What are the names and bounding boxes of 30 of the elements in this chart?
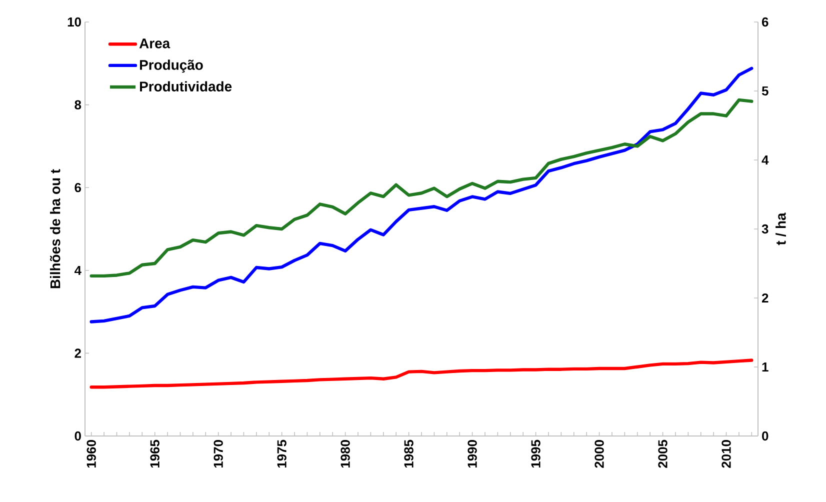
x-tick-label: 2005	[658, 440, 668, 468]
y-tick-label: 6	[74, 183, 82, 192]
x-tick-label: 1985	[404, 440, 414, 468]
legend-label: Produtividade	[140, 81, 232, 92]
x-tick-label: 2010	[722, 440, 731, 468]
x-tick-label: 2000	[594, 440, 604, 468]
y-tick-label: 8	[74, 100, 82, 110]
y-tick-label: 10	[68, 17, 81, 27]
x-tick-label: 1990	[468, 440, 477, 468]
y2-tick-label: 4	[762, 156, 769, 164]
y-tick-label: 4	[74, 266, 82, 275]
y-axis-title: Bilhões de ha ou t	[50, 169, 60, 288]
y-tick-label: 2	[74, 348, 81, 358]
y2-tick-label: 3	[762, 224, 768, 234]
x-tick-label: 1965	[150, 440, 160, 468]
x-tick-label: 1980	[340, 440, 350, 468]
y2-tick-label: 6	[762, 17, 768, 27]
x-tick-label: 1970	[214, 440, 223, 468]
y-tick-label: 0	[74, 431, 81, 441]
y2-tick-label: 5	[762, 86, 768, 96]
x-tick-label: 1960	[86, 440, 96, 468]
x-tick-label: 1995	[531, 440, 540, 468]
y2-tick-label: 1	[762, 362, 768, 372]
y2-tick-label: 0	[762, 431, 768, 441]
line-series	[90, 98, 754, 278]
y2-axis-title: t / ha	[776, 212, 786, 246]
legend-label: Area	[139, 38, 170, 48]
y2-tick-label: 2	[762, 293, 768, 303]
x-tick-label: 1975	[277, 440, 286, 468]
legend-label: Produção	[140, 60, 203, 73]
